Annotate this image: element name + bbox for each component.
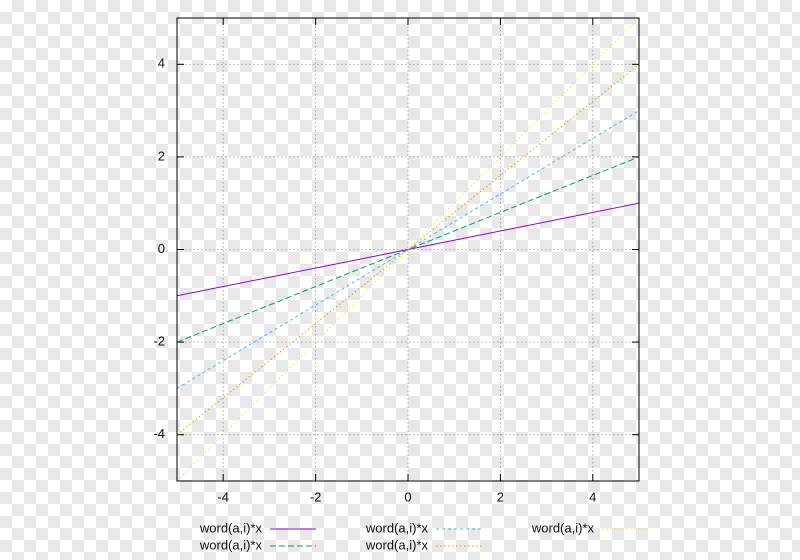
- plot-border: [176, 17, 640, 482]
- plot-area: [177, 18, 639, 481]
- legend-label: word(a,i)*x: [531, 520, 595, 535]
- y-tick-label: -4: [153, 426, 165, 441]
- legend-label: word(a,i)*x: [365, 520, 429, 535]
- y-tick-label: 2: [158, 148, 165, 163]
- legend-label: word(a,i)*x: [199, 537, 263, 552]
- legend-label: word(a,i)*x: [199, 520, 263, 535]
- legend-label: word(a,i)*x: [365, 537, 429, 552]
- x-tick-label: -2: [310, 489, 322, 504]
- x-tick-label: 0: [404, 489, 411, 504]
- y-tick-label: -2: [153, 334, 165, 349]
- series-line: [177, 18, 639, 481]
- x-tick-label: -4: [217, 489, 229, 504]
- y-tick-label: 4: [158, 56, 165, 71]
- series-line: [177, 63, 639, 436]
- x-tick-label: 4: [589, 489, 596, 504]
- x-tick-label: 2: [497, 489, 504, 504]
- y-tick-label: 0: [158, 241, 165, 256]
